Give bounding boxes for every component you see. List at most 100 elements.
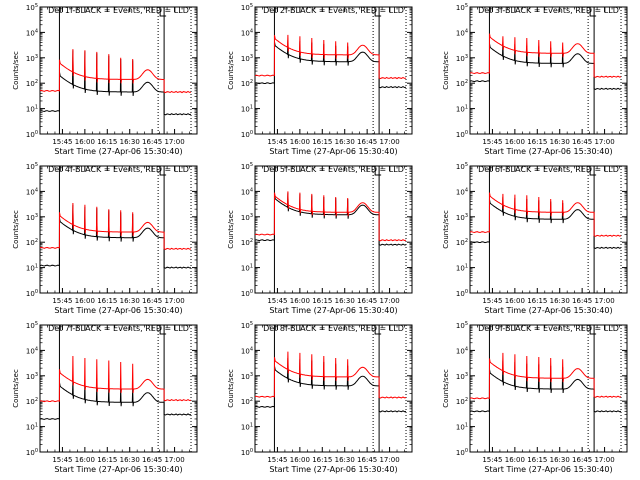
bracket-marker	[589, 168, 597, 176]
bracket-marker	[159, 327, 167, 335]
y-tick-label: 100	[456, 448, 468, 457]
y-tick-exponent: 0	[35, 289, 38, 295]
y-tick-label: 105	[456, 162, 468, 171]
y-tick-exponent: 3	[250, 372, 253, 378]
x-tick-label: 16:15	[97, 138, 117, 146]
y-tick-label: 104	[26, 346, 38, 355]
x-tick-label: 17:00	[594, 456, 614, 464]
series-events-line	[255, 357, 407, 413]
x-tick-label: 16:45	[142, 138, 162, 146]
x-tick-label: 16:00	[505, 297, 525, 305]
x-tick-label: 16:00	[290, 297, 310, 305]
y-tick-label: 102	[26, 397, 38, 406]
y-tick-label: 105	[26, 162, 38, 171]
y-tick-exponent: 1	[465, 264, 468, 270]
series-lld-line	[255, 351, 407, 399]
y-tick-exponent: 2	[465, 79, 468, 85]
y-tick-label: 101	[241, 423, 253, 432]
x-tick-label: 16:00	[75, 456, 95, 464]
x-tick-label: 15:45	[52, 297, 72, 305]
y-tick-label: 101	[26, 423, 38, 432]
chart-panel-3: Det 3f-BLACK = Events, RED = LLD Counts/s…	[442, 3, 628, 156]
chart-title: Det 2f-BLACK = Events, RED = LLD	[263, 6, 404, 15]
y-tick-label: 103	[241, 54, 253, 63]
y-axis-label: Counts/sec	[227, 369, 235, 408]
x-tick-label: 16:30	[335, 456, 355, 464]
y-tick-label: 103	[241, 213, 253, 222]
x-tick-label: 16:45	[142, 456, 162, 464]
x-tick-label: 16:45	[142, 297, 162, 305]
x-tick-label: 17:00	[379, 456, 399, 464]
y-tick-label: 102	[241, 238, 253, 247]
bracket-marker	[374, 327, 382, 335]
series-lld-line	[470, 352, 622, 400]
series-lld-line	[470, 33, 622, 78]
x-tick-label: 16:00	[75, 138, 95, 146]
y-axis-label: Counts/sec	[12, 51, 20, 90]
series-lld-line	[255, 34, 407, 80]
plot-frame	[254, 324, 413, 453]
y-tick-exponent: 2	[250, 238, 253, 244]
x-tick-label: 15:45	[267, 297, 287, 305]
x-tick-label: 16:00	[290, 138, 310, 146]
y-tick-label: 103	[26, 372, 38, 381]
chart-title: Det 9f-BLACK = Events, RED = LLD	[478, 324, 619, 333]
y-tick-label: 103	[456, 213, 468, 222]
x-tick-label: 16:00	[290, 456, 310, 464]
x-tick-label: 17:00	[379, 138, 399, 146]
y-tick-label: 103	[26, 213, 38, 222]
x-axis-label: Start Time (27-Apr-06 15:30:40)	[54, 465, 182, 474]
x-tick-label: 17:00	[164, 456, 184, 464]
y-tick-label: 103	[26, 54, 38, 63]
y-tick-label: 101	[241, 105, 253, 114]
y-tick-label: 103	[456, 372, 468, 381]
series-lld-line	[40, 202, 192, 250]
x-axis-label: Start Time (27-Apr-06 15:30:40)	[269, 306, 397, 315]
x-tick-label: 16:30	[550, 456, 570, 464]
y-tick-exponent: 2	[250, 397, 253, 403]
x-axis-label: Start Time (27-Apr-06 15:30:40)	[54, 306, 182, 315]
series-events-line	[255, 39, 407, 89]
y-tick-exponent: 1	[250, 105, 253, 111]
y-tick-exponent: 1	[465, 105, 468, 111]
x-tick-label: 16:30	[335, 138, 355, 146]
y-tick-exponent: 4	[465, 187, 468, 193]
y-tick-exponent: 1	[35, 264, 38, 270]
bracket-marker	[374, 9, 382, 17]
y-tick-label: 104	[26, 28, 38, 37]
plot-frame	[39, 165, 198, 294]
chart-panel-1: Det 1f-BLACK = Events, RED = LLD Counts/s…	[12, 3, 198, 156]
y-axis-label: Counts/sec	[227, 210, 235, 249]
x-tick-label: 16:15	[97, 456, 117, 464]
bracket-marker	[589, 9, 597, 17]
series-events-line	[255, 192, 407, 246]
y-tick-label: 100	[26, 448, 38, 457]
plot-frame	[469, 165, 628, 294]
x-tick-label: 16:45	[572, 138, 592, 146]
chart-title: Det 1f-BLACK = Events, RED = LLD	[48, 6, 189, 15]
y-tick-exponent: 4	[250, 28, 253, 34]
plot-frame	[254, 6, 413, 135]
series-events-line	[40, 204, 192, 269]
x-axis-label: Start Time (27-Apr-06 15:30:40)	[269, 147, 397, 156]
x-tick-label: 17:00	[164, 297, 184, 305]
y-tick-exponent: 5	[465, 162, 468, 168]
y-tick-exponent: 4	[465, 28, 468, 34]
x-tick-label: 17:00	[379, 297, 399, 305]
x-tick-label: 15:45	[482, 138, 502, 146]
y-tick-exponent: 2	[465, 397, 468, 403]
bracket-marker	[589, 327, 597, 335]
y-tick-label: 102	[26, 79, 38, 88]
y-tick-label: 101	[26, 105, 38, 114]
y-tick-label: 100	[26, 130, 38, 139]
y-tick-label: 103	[456, 54, 468, 63]
y-tick-exponent: 5	[250, 3, 253, 9]
y-axis-label: Counts/sec	[442, 210, 450, 249]
y-tick-exponent: 3	[465, 372, 468, 378]
y-tick-exponent: 0	[465, 448, 468, 454]
y-axis-label: Counts/sec	[442, 51, 450, 90]
x-tick-label: 16:15	[97, 297, 117, 305]
chart-title: Det 7f-BLACK = Events, RED = LLD	[48, 324, 189, 333]
y-tick-exponent: 0	[250, 289, 253, 295]
